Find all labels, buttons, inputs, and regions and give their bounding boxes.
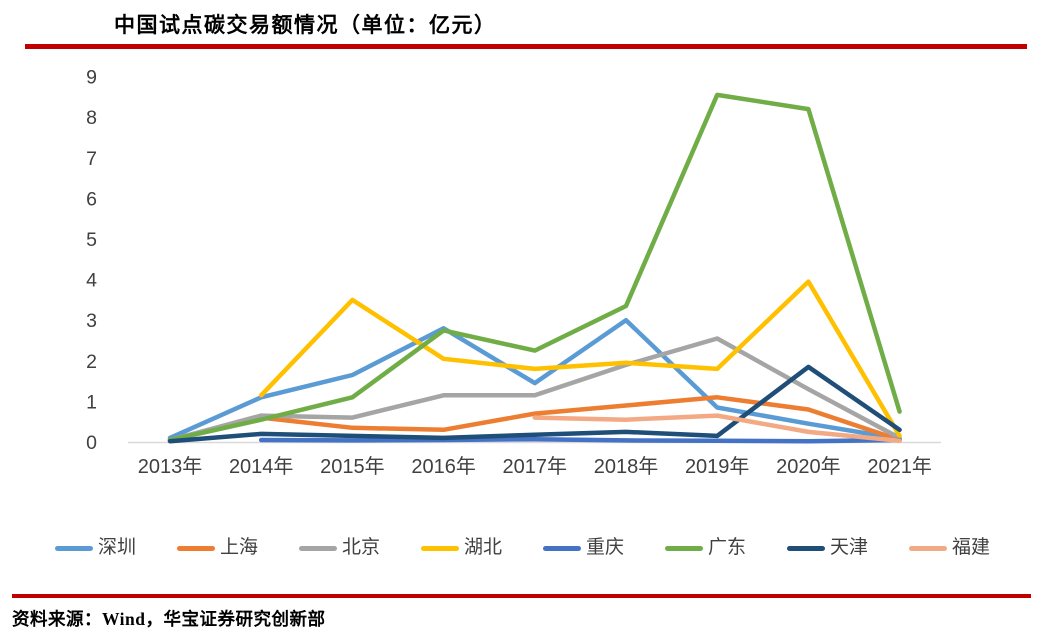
series-line-6	[167, 364, 902, 444]
y-axis-tick-label: 0	[86, 432, 97, 454]
series-line-5	[167, 92, 902, 443]
legend-label: 湖北	[463, 537, 502, 558]
series-line-3	[258, 279, 902, 439]
series-line-1	[167, 395, 902, 443]
legend-swatch-icon	[54, 545, 93, 551]
x-axis-tick-label: 2020年	[776, 455, 841, 478]
top-red-rule	[25, 44, 1027, 49]
x-axis-tick-label: 2015年	[320, 455, 385, 478]
x-axis-tick-label: 2013年	[138, 455, 203, 478]
legend-label: 广东	[708, 537, 747, 558]
legend-item-3: 湖北	[420, 537, 502, 559]
legend-label: 天津	[830, 537, 869, 558]
y-axis-tick-label: 8	[86, 107, 97, 129]
y-axis-tick-label: 6	[86, 188, 97, 210]
series-line-2	[167, 336, 902, 443]
legend-label: 重庆	[586, 537, 625, 558]
y-axis-tick-label: 9	[86, 67, 97, 89]
legend-item-5: 广东	[665, 537, 746, 559]
y-axis-tick-label: 4	[86, 270, 97, 292]
line-chart-plot-area: 0 1 2 3 4 5 6 7 8 9 2013年 2014年 2015年 2016年 2017年 2018年…	[86, 67, 941, 478]
legend-swatch-icon	[543, 545, 581, 551]
x-axis-tick-label: 2018年	[594, 455, 659, 478]
legend-item-0: 深圳	[54, 537, 136, 559]
legend-label: 福建	[952, 537, 991, 558]
y-axis-tick-label: 5	[86, 229, 97, 251]
x-axis-tick-label: 2014年	[229, 455, 294, 478]
legend-swatch-icon	[298, 545, 337, 551]
series-line-4	[258, 436, 902, 444]
legend-item-1: 上海	[176, 537, 258, 559]
legend-label: 北京	[341, 537, 380, 558]
x-axis-tick-label: 2021年	[867, 455, 932, 478]
source-note: 资料来源：Wind，华宝证券研究创新部	[12, 609, 326, 629]
chart-title: 中国试点碳交易额情况（单位：亿元）	[114, 13, 497, 37]
legend-item-7: 福建	[909, 537, 990, 559]
legend-swatch-icon	[909, 545, 948, 551]
legend-swatch-icon	[665, 545, 704, 551]
legend-label: 上海	[219, 537, 258, 558]
y-axis-tick-label: 7	[86, 148, 97, 170]
legend-swatch-icon	[176, 545, 215, 551]
legend-item-4: 重庆	[543, 537, 624, 559]
x-axis-tick-label: 2017年	[503, 455, 568, 478]
x-axis-tick-label: 2019年	[685, 455, 750, 478]
bottom-red-rule	[12, 594, 1031, 598]
x-axis-tick-label: 2016年	[411, 455, 476, 478]
legend-label: 深圳	[97, 537, 136, 558]
legend-item-6: 天津	[787, 537, 868, 559]
legend-item-2: 北京	[298, 537, 380, 559]
chart-legend: 深圳 上海 北京 湖北 重庆 广东 天津 福建	[0, 537, 1045, 559]
legend-swatch-icon	[787, 545, 826, 551]
y-axis-tick-label: 3	[86, 310, 97, 332]
series-line-0	[167, 317, 902, 442]
y-axis-tick-label: 1	[86, 391, 97, 413]
legend-swatch-icon	[420, 545, 459, 551]
y-axis-tick-label: 2	[86, 351, 97, 373]
series-line-7	[532, 413, 902, 444]
